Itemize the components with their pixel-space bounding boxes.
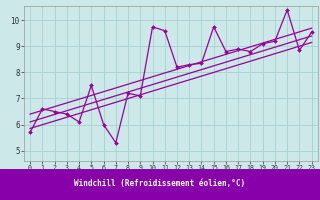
Text: Windchill (Refroidissement éolien,°C): Windchill (Refroidissement éolien,°C) [75, 179, 245, 188]
